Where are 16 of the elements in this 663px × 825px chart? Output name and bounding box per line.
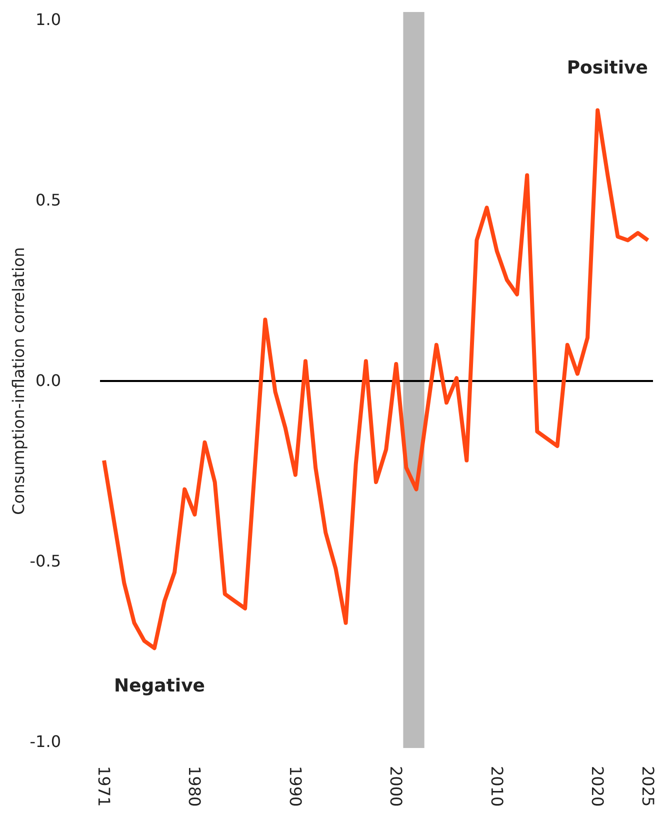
line-series (102, 108, 650, 650)
y-tick-label: -0.5 (30, 552, 61, 571)
y-tick-label: 0.0 (36, 371, 61, 390)
x-tick-label: 2000 (386, 766, 406, 807)
x-tick-label: 2010 (487, 766, 506, 807)
y-tick-label: 0.5 (36, 190, 61, 210)
y-tick-label: 1.0 (36, 10, 61, 30)
x-tick-label: 1971 (94, 766, 114, 807)
x-tick-label: 1990 (286, 766, 305, 807)
annotation: Positive (566, 57, 648, 78)
y-tick-label: -1.0 (30, 732, 61, 752)
y-axis-title: Consumption-inflation correlation (9, 247, 28, 515)
x-tick-label: 2025 (638, 766, 658, 807)
x-tick-label: 2020 (588, 766, 607, 807)
annotation: Negative (114, 675, 206, 696)
x-tick-label: 1980 (185, 766, 204, 807)
